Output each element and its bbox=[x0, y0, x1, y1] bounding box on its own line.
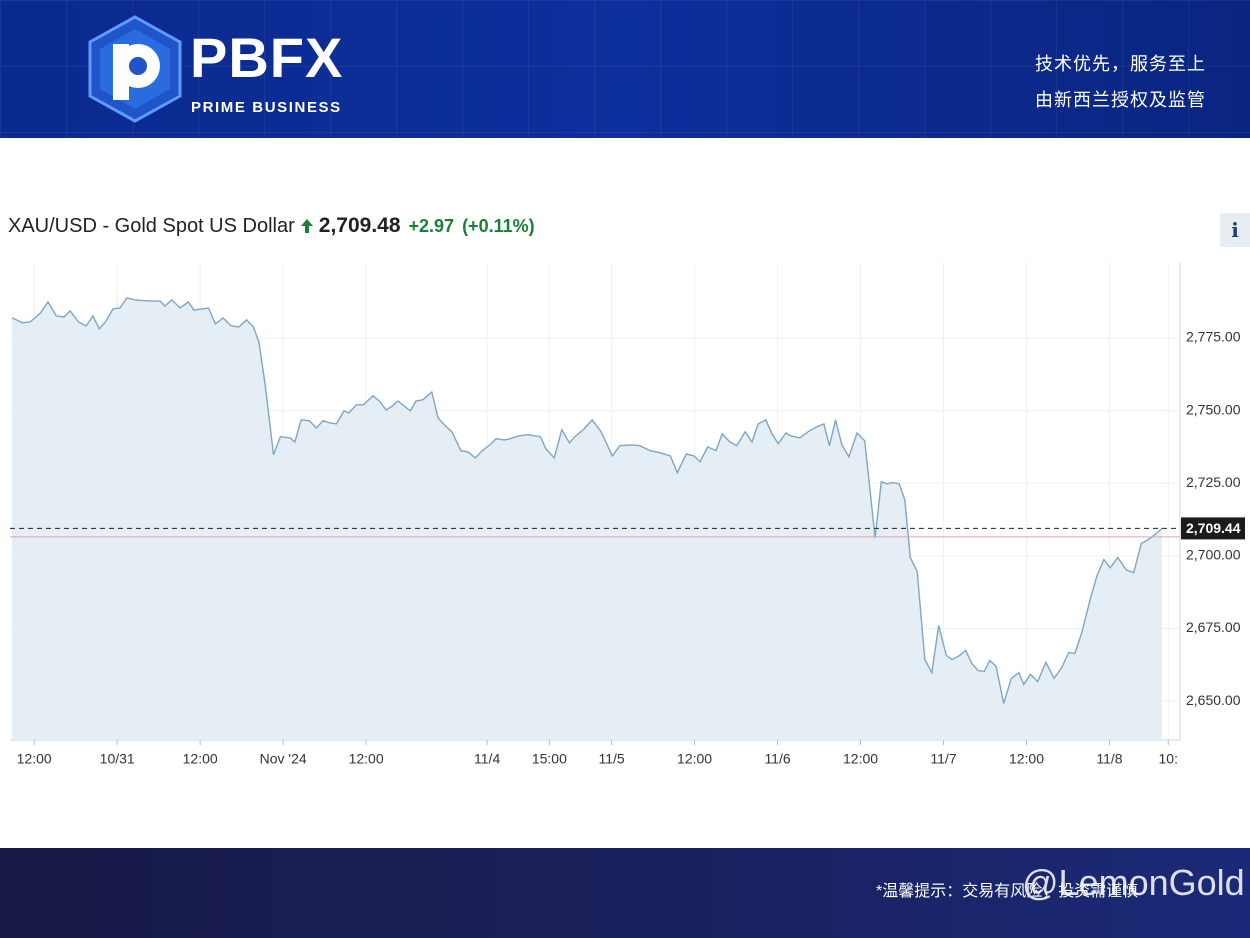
price-line bbox=[11, 297, 1163, 704]
x-tick-label: 12:00 bbox=[183, 751, 218, 767]
price-change-percent: (+0.11%) bbox=[462, 215, 535, 236]
up-arrow-icon bbox=[300, 219, 313, 233]
x-tick-label: 11/4 bbox=[474, 751, 500, 767]
area-fill bbox=[12, 297, 1163, 740]
x-tick-label: 12:00 bbox=[677, 751, 712, 767]
x-tick-label: 11/6 bbox=[764, 751, 790, 767]
x-tick-label: 11/7 bbox=[930, 751, 956, 767]
logo-icon bbox=[88, 15, 182, 123]
banner-pattern bbox=[0, 0, 1250, 138]
last-price-badge bbox=[1181, 517, 1245, 540]
price-change: +2.97 bbox=[408, 215, 455, 236]
quote-header: XAU/USD - Gold Spot US Dollar 2,709.48 +… bbox=[8, 212, 535, 240]
x-tick-label: 11/5 bbox=[598, 751, 624, 767]
x-tick-label: 12:00 bbox=[17, 751, 52, 767]
x-tick-label: 15:00 bbox=[532, 751, 567, 767]
header-banner: PBFX PRIME BUSINESS 技术优先，服务至上 由新西兰授权及监管 bbox=[0, 0, 1250, 138]
x-tick-label: 12:00 bbox=[1009, 751, 1044, 767]
x-tick-label: 10: bbox=[1159, 751, 1178, 767]
info-button[interactable]: i bbox=[1220, 213, 1250, 247]
price: 2,709.48 bbox=[318, 214, 401, 237]
y-tick-label: 2,650.00 bbox=[1186, 692, 1241, 708]
y-tick-label: 2,725.00 bbox=[1186, 474, 1241, 490]
tagline: 由新西兰授权及监管 bbox=[1035, 90, 1206, 110]
watermark: @LemonGold bbox=[1022, 862, 1245, 903]
y-tick-label: 2,675.00 bbox=[1186, 619, 1241, 635]
tagline: 技术优先，服务至上 bbox=[1035, 54, 1206, 74]
y-tick-label: 2,750.00 bbox=[1186, 401, 1241, 417]
chart: 2,650.00 2,675.00 2,700.00 2,725.00 2,750.00… bbox=[10, 263, 1245, 767]
x-tick-label: 12:00 bbox=[843, 751, 878, 767]
footer-banner bbox=[0, 848, 1250, 938]
y-tick-label: 2,775.00 bbox=[1186, 329, 1241, 345]
x-tick-label: 10/31 bbox=[100, 751, 135, 767]
y-tick-label: 2,700.00 bbox=[1186, 547, 1241, 563]
last-price-label: 2,709.44 bbox=[1186, 520, 1241, 536]
x-tick-label: 11/8 bbox=[1096, 751, 1122, 767]
logo-text: PBFX bbox=[190, 26, 344, 89]
logo-subtitle: PRIME BUSINESS bbox=[191, 99, 342, 116]
x-tick-label: Nov '24 bbox=[260, 751, 307, 767]
risk-notice: *温馨提示：交易有风险，投资需谨慎 bbox=[876, 883, 1139, 900]
x-tick-label: 12:00 bbox=[349, 751, 384, 767]
chart-title: XAU/USD - Gold Spot US Dollar bbox=[8, 214, 295, 237]
